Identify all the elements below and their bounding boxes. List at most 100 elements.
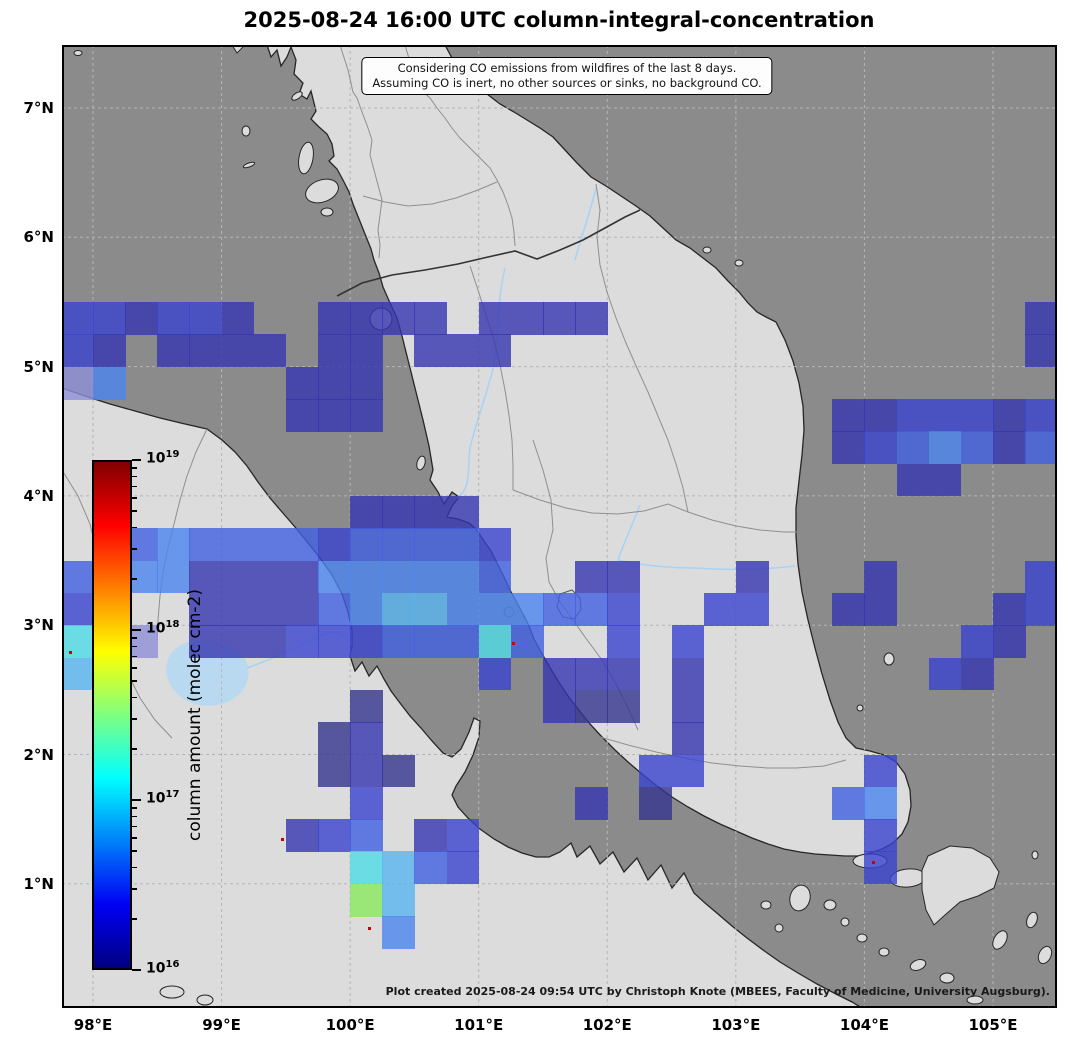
heatmap-cell: [414, 592, 448, 626]
heatmap-cell: [285, 528, 319, 562]
heatmap-cell: [510, 625, 544, 659]
heatmap-cell: [253, 560, 287, 594]
x-tick-label: 104°E: [839, 1016, 889, 1034]
heatmap-cell: [253, 592, 287, 626]
heatmap-cell: [510, 592, 544, 626]
x-tick-label: 105°E: [968, 1016, 1018, 1034]
island: [760, 900, 772, 910]
heatmap-cell: [317, 625, 351, 659]
island: [966, 995, 984, 1005]
x-tick-label: 103°E: [711, 1016, 761, 1034]
island: [992, 930, 1008, 950]
heatmap-cell: [896, 398, 930, 432]
heatmap-cell: [671, 689, 705, 723]
heatmap-cell: [864, 851, 898, 885]
heatmap-cell: [157, 560, 191, 594]
heatmap-cell: [157, 528, 191, 562]
heatmap-cell: [1025, 431, 1055, 465]
heatmap-cell: [671, 754, 705, 788]
island-tioman: [883, 652, 895, 666]
heatmap-cell: [607, 689, 641, 723]
heatmap-cell: [864, 398, 898, 432]
heatmap-cell: [93, 301, 126, 335]
heatmap-cell: [317, 528, 351, 562]
heatmap-cell: [607, 560, 641, 594]
x-tick-label: 98°E: [73, 1016, 113, 1034]
heatmap-cell: [285, 366, 319, 400]
heatmap-cell: [317, 398, 351, 432]
heatmap-cell: [992, 431, 1026, 465]
heatmap-cell: [864, 754, 898, 788]
heatmap-cell: [446, 592, 480, 626]
country-border-thailand-malaysia: [336, 209, 641, 297]
heatmap-cell: [317, 301, 351, 335]
heatmap-cell: [189, 625, 223, 659]
heatmap-cell: [864, 819, 898, 853]
heatmap-cell: [992, 398, 1026, 432]
heatmap-cell: [382, 625, 416, 659]
heatmap-cell: [350, 786, 383, 820]
heatmap-cell: [414, 334, 448, 368]
island: [702, 246, 712, 254]
heatmap-cell: [928, 463, 962, 497]
heatmap-cell: [221, 528, 255, 562]
heatmap-cell: [317, 819, 351, 853]
heatmap-cell: [735, 560, 769, 594]
heatmap-cell: [864, 592, 898, 626]
heatmap-cell: [253, 528, 287, 562]
island: [823, 899, 837, 911]
island: [909, 959, 927, 971]
heatmap-cell: [478, 592, 512, 626]
island: [774, 923, 784, 933]
heatmap-cell: [960, 657, 994, 691]
heatmap-cell: [703, 592, 737, 626]
heatmap-cell: [189, 560, 223, 594]
heatmap-cell: [317, 334, 351, 368]
heatmap-cell: [832, 592, 866, 626]
heatmap-cell: [832, 431, 866, 465]
island: [1037, 945, 1053, 965]
island: [242, 161, 256, 169]
plot-title: 2025-08-24 16:00 UTC column-integral-con…: [243, 8, 875, 32]
heatmap-cell: [896, 463, 930, 497]
heatmap-cell: [350, 398, 383, 432]
map-plot-area: Considering CO emissions from wildfires …: [62, 45, 1057, 1008]
heatmap-cell: [414, 495, 448, 529]
y-tick-label: 6°N: [23, 228, 55, 247]
heatmap-cell: [478, 528, 512, 562]
heatmap-cell: [285, 819, 319, 853]
annotation-box: Considering CO emissions from wildfires …: [361, 57, 773, 95]
x-tick-label: 102°E: [582, 1016, 632, 1034]
heatmap-cell: [1025, 398, 1055, 432]
heatmap-cell: [382, 754, 416, 788]
island-karimun: [789, 884, 811, 912]
heatmap-cell: [639, 786, 673, 820]
heatmap-cell: [382, 592, 416, 626]
heatmap-cell: [864, 560, 898, 594]
y-tick-label: 1°N: [23, 874, 55, 893]
heatmap-cell: [575, 786, 608, 820]
fire-marker: [872, 860, 876, 864]
heatmap-cell: [446, 528, 480, 562]
heatmap-cell: [221, 301, 255, 335]
heatmap-cell: [285, 560, 319, 594]
heatmap-cell: [350, 625, 383, 659]
heatmap-cell: [864, 786, 898, 820]
y-tick-label: 5°N: [23, 357, 55, 376]
heatmap-cell: [93, 366, 126, 400]
heatmap-cell: [382, 883, 416, 917]
heatmap-cell: [253, 625, 287, 659]
y-tick-label: 2°N: [23, 745, 55, 764]
heatmap-cell: [221, 625, 255, 659]
y-tick-label: 3°N: [23, 616, 55, 635]
island: [305, 178, 339, 204]
heatmap-cell: [317, 592, 351, 626]
heatmap-cell: [382, 916, 416, 950]
island: [856, 933, 868, 943]
heatmap-cell: [350, 528, 383, 562]
heatmap-cell: [575, 657, 608, 691]
island: [241, 125, 251, 137]
heatmap-cell: [157, 334, 191, 368]
fire-marker: [68, 651, 72, 655]
